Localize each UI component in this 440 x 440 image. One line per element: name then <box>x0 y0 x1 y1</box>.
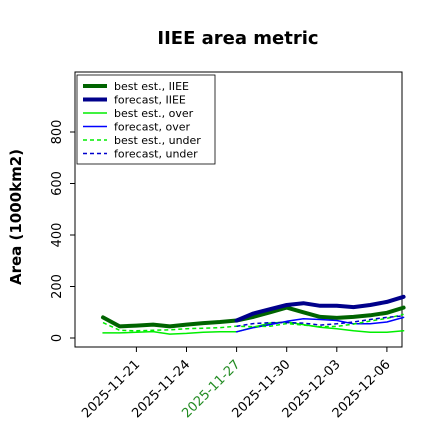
series-lines <box>101 294 406 335</box>
y-tick-label: 600 <box>50 171 65 196</box>
y-tick-label: 800 <box>50 120 65 145</box>
y-tick-label: 200 <box>50 274 65 299</box>
y-axis: 0 200 400 600 800 <box>50 120 75 342</box>
series-line <box>234 294 406 323</box>
y-tick-label: 400 <box>50 223 65 248</box>
legend-label: best est., IIEE <box>114 80 189 93</box>
y-tick-label: 0 <box>50 334 65 342</box>
legend-label: forecast, IIEE <box>114 94 186 107</box>
series-line <box>236 315 404 327</box>
chart-title: IIEE area metric <box>157 28 318 49</box>
legend-label: forecast, under <box>114 148 198 161</box>
legend-label: best est., under <box>114 134 201 147</box>
series-line <box>102 313 404 332</box>
legend-label: forecast, over <box>114 121 190 134</box>
x-axis: 2025-11-212025-11-242025-11-272025-11-30… <box>79 347 394 421</box>
series-line <box>101 305 406 329</box>
legend-label: best est., over <box>114 107 194 120</box>
legend-box <box>76 74 216 165</box>
plot-frame <box>74 71 403 348</box>
y-axis-label: Area (1000km2) <box>7 149 25 285</box>
